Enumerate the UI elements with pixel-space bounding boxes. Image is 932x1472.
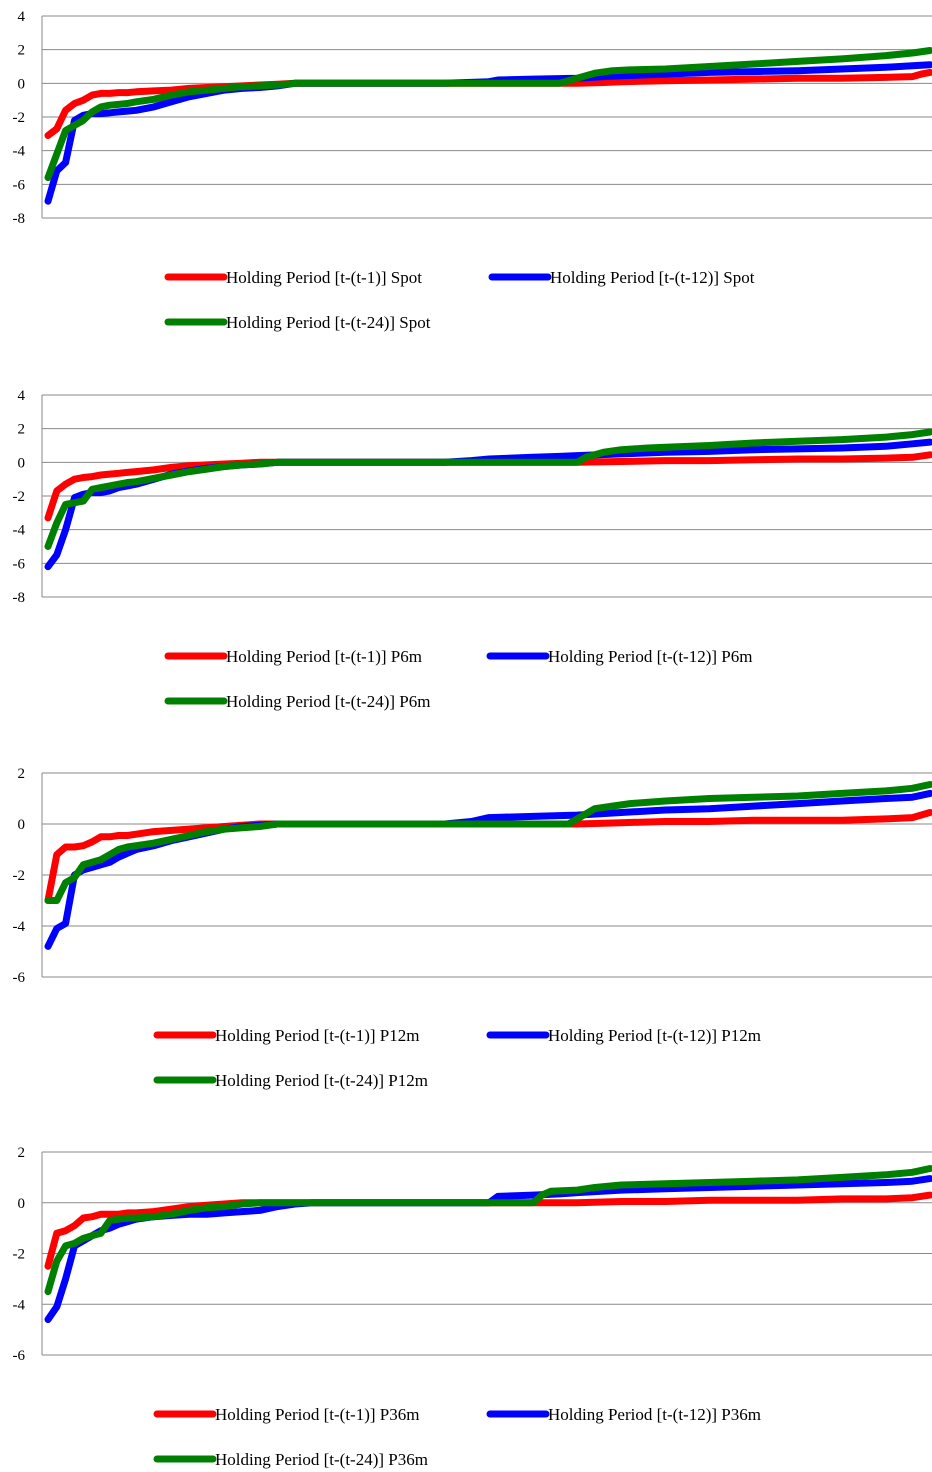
y-tick-label: -4 [13, 919, 26, 935]
legend-label: Holding Period [t-(t-24)] P36m [215, 1450, 428, 1469]
series-line-3 [44, 47, 932, 182]
y-tick-label: -2 [13, 110, 26, 126]
legend-label: Holding Period [t-(t-1)] P12m [215, 1026, 419, 1045]
legend-label: Holding Period [t-(t-1)] Spot [226, 268, 422, 287]
y-tick-label: 0 [18, 455, 26, 471]
legend-label: Holding Period [t-(t-12)] P6m [548, 647, 752, 666]
y-tick-label: 2 [18, 43, 26, 59]
legend: Holding Period [t-(t-1)] P6m Holding Peri… [164, 647, 752, 711]
series-line-3 [44, 781, 932, 904]
chart-1: 4 2 0 -2 -4 -6 -8 Holding Period [t-(t-1)] Spot… [13, 9, 932, 332]
legend-label: Holding Period [t-(t-24)] Spot [226, 313, 431, 332]
legend-label: Holding Period [t-(t-12)] P36m [548, 1405, 761, 1424]
y-tick-label: -6 [13, 970, 26, 986]
legend: Holding Period [t-(t-1)] Spot Holding Per… [164, 268, 755, 332]
y-tick-label: -4 [13, 523, 26, 539]
y-tick-label: 4 [18, 9, 26, 25]
y-tick-label: -6 [13, 1348, 26, 1364]
y-tick-label: 2 [18, 766, 26, 782]
legend-label: Holding Period [t-(t-1)] P6m [226, 647, 422, 666]
legend-label: Holding Period [t-(t-12)] P12m [548, 1026, 761, 1045]
legend-label: Holding Period [t-(t-12)] Spot [550, 268, 755, 287]
y-tick-label: -2 [13, 868, 26, 884]
legend-label: Holding Period [t-(t-1)] P36m [215, 1405, 419, 1424]
y-tick-label: -2 [13, 489, 26, 505]
legend-label: Holding Period [t-(t-24)] P6m [226, 692, 430, 711]
y-tick-label: -2 [13, 1247, 26, 1263]
y-tick-label: 0 [18, 76, 26, 92]
series-line-3 [44, 1165, 932, 1296]
y-tick-label: -4 [13, 1297, 26, 1313]
y-tick-label: -4 [13, 144, 26, 160]
legend: Holding Period [t-(t-1)] P36m Holding Per… [153, 1405, 761, 1469]
y-tick-label: -6 [13, 556, 26, 572]
y-tick-label: -6 [13, 177, 26, 193]
y-tick-label: -8 [13, 211, 26, 227]
y-tick-label: 0 [18, 1196, 26, 1212]
y-tick-label: -8 [13, 590, 26, 606]
series-line-2 [44, 789, 932, 950]
y-tick-label: 0 [18, 817, 26, 833]
y-tick-label: 2 [18, 422, 26, 438]
y-tick-label: 4 [18, 388, 26, 404]
legend-label: Holding Period [t-(t-24)] P12m [215, 1071, 428, 1090]
legend: Holding Period [t-(t-1)] P12m Holding Per… [153, 1026, 761, 1090]
series-line-3 [44, 428, 932, 550]
y-tick-label: 2 [18, 1145, 26, 1161]
